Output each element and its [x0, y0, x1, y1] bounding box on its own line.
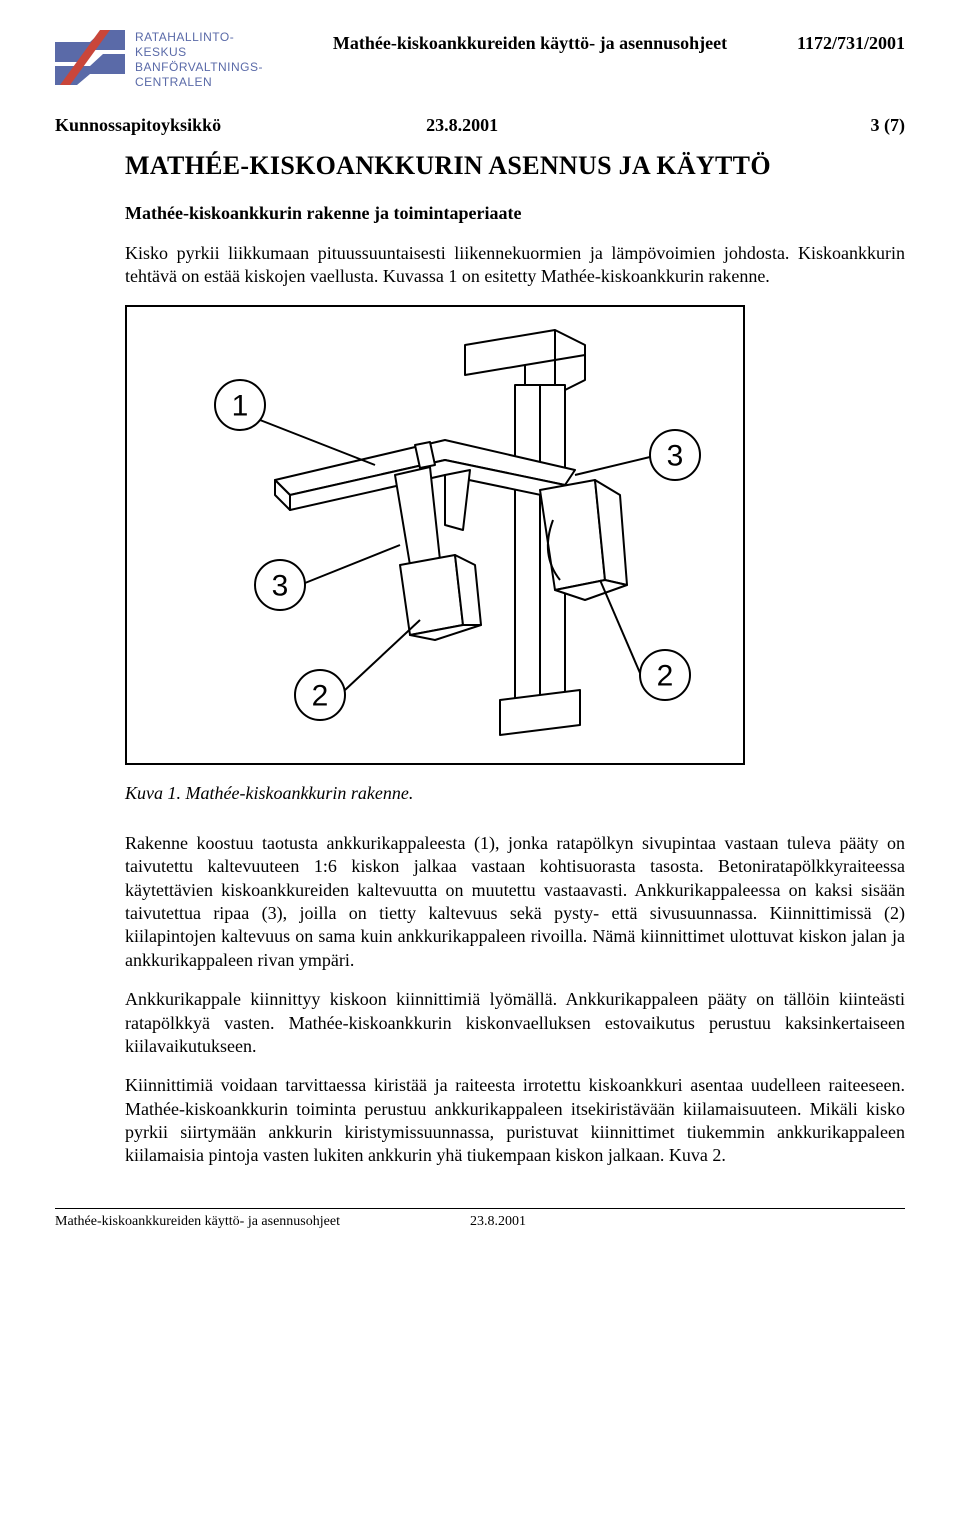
org-logo	[55, 30, 125, 85]
figure-label-2l: 2	[312, 679, 329, 712]
org-line: RATAHALLINTO-	[135, 30, 263, 45]
meta-row: Kunnossapitoyksikkö 23.8.2001 3 (7)	[55, 115, 905, 136]
doc-date: 23.8.2001	[426, 115, 498, 136]
paragraph: Kiinnittimiä voidaan tarvittaessa kirist…	[125, 1074, 905, 1168]
footer-date: 23.8.2001	[470, 1214, 526, 1230]
page-header: RATAHALLINTO- KESKUS BANFÖRVALTNINGS- CE…	[55, 30, 905, 90]
figure-1: 1 3 3 2 2	[125, 305, 745, 765]
figure-label-3r: 3	[667, 439, 684, 472]
org-line: CENTRALEN	[135, 75, 263, 90]
content: MATHÉE-KISKOANKKURIN ASENNUS JA KÄYTTÖ M…	[125, 151, 905, 1168]
main-title: MATHÉE-KISKOANKKURIN ASENNUS JA KÄYTTÖ	[125, 151, 905, 181]
figure-label-1: 1	[232, 389, 249, 422]
org-line: BANFÖRVALTNINGS-	[135, 60, 263, 75]
doc-title: Mathée-kiskoankkureiden käyttö- ja asenn…	[263, 30, 797, 54]
figure-label-2r: 2	[657, 659, 674, 692]
figure-label-3l: 3	[272, 569, 289, 602]
org-name: RATAHALLINTO- KESKUS BANFÖRVALTNINGS- CE…	[135, 30, 263, 90]
paragraph: Rakenne koostuu taotusta ankkurikappalee…	[125, 832, 905, 972]
paragraph: Ankkurikappale kiinnittyy kiskoon kiinni…	[125, 988, 905, 1058]
intro-paragraph: Kisko pyrkii liikkumaan pituussuuntaises…	[125, 242, 905, 289]
header-left: RATAHALLINTO- KESKUS BANFÖRVALTNINGS- CE…	[55, 30, 263, 90]
doc-number: 1172/731/2001	[797, 30, 905, 54]
unit-name: Kunnossapitoyksikkö	[55, 115, 221, 136]
org-line: KESKUS	[135, 45, 263, 60]
page-footer: Mathée-kiskoankkureiden käyttö- ja asenn…	[55, 1208, 905, 1230]
subheading: Mathée-kiskoankkurin rakenne ja toiminta…	[125, 203, 905, 224]
figure-caption: Kuva 1. Mathée-kiskoankkurin rakenne.	[125, 783, 905, 804]
page-count: 3 (7)	[871, 115, 906, 136]
footer-title: Mathée-kiskoankkureiden käyttö- ja asenn…	[55, 1214, 340, 1230]
